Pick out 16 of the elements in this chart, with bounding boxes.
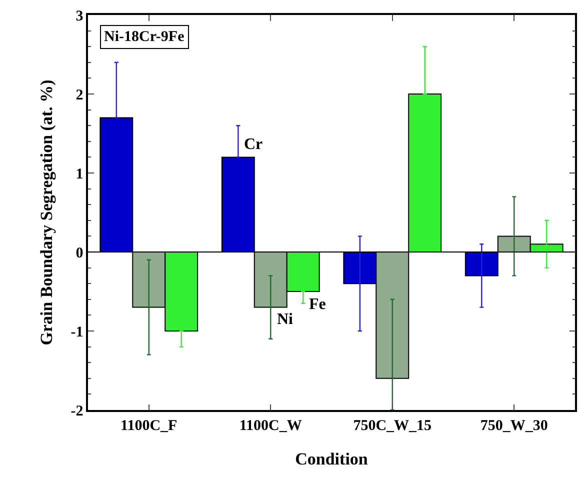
annotation: Ni-18Cr-9Fe	[104, 29, 185, 45]
series-label: Fe	[309, 296, 326, 313]
x-tick-label: 750_W_30	[480, 418, 548, 434]
x-tick-label: 1100C_F	[120, 418, 178, 434]
x-tick-label: 1100C_W	[239, 418, 302, 434]
y-tick-label: 3	[76, 8, 84, 24]
y-tick-label: -2	[70, 403, 84, 420]
series-label: Cr	[244, 136, 263, 153]
y-tick-label: 2	[76, 87, 84, 104]
x-axis-title: Condition	[295, 450, 368, 469]
y-tick-label: -1	[70, 324, 84, 340]
y-axis-title: Grain Boundary Segregation (at. %)	[36, 80, 56, 346]
x-tick-label: 750C_W_15	[353, 418, 432, 434]
y-tick-label: 0	[76, 245, 84, 262]
series-label: Ni	[277, 311, 294, 328]
y-tick-label: 1	[76, 166, 84, 182]
